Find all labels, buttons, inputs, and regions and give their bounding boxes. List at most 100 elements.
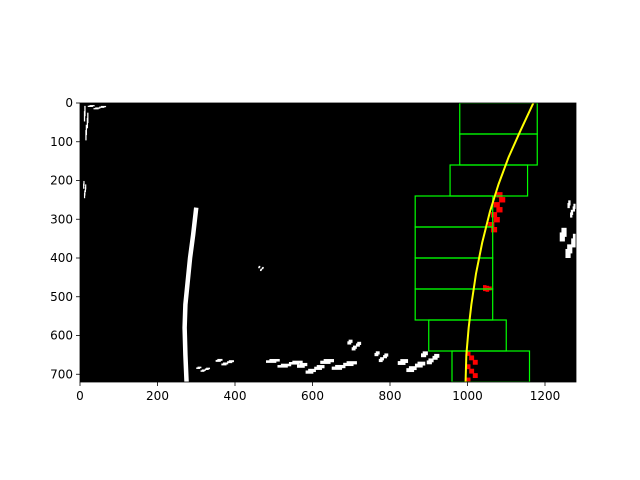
noise-dot: [570, 209, 574, 215]
noise-dot: [86, 117, 89, 129]
noise-dot: [83, 180, 85, 187]
lane-pixel: [469, 355, 475, 361]
noise-dot: [408, 366, 417, 371]
lane-pixel: [472, 359, 478, 365]
lane-pixel: [488, 286, 492, 289]
noise-speck-3: [559, 227, 576, 259]
noise-dot: [400, 359, 409, 363]
lane-pixel: [465, 377, 471, 382]
axes: 0 200 400 600 800 1000 1200 0 100 200 300 400 500 600…: [50, 96, 577, 403]
noise-dot: [269, 358, 280, 362]
noise-dot: [83, 183, 85, 189]
lane-pixel: [488, 222, 495, 228]
noise-dot: [84, 190, 86, 196]
noise-dot: [352, 345, 357, 349]
noise-dot: [421, 353, 427, 358]
noise-speck-9: [266, 358, 303, 368]
noise-dot: [559, 232, 565, 242]
noise-dot: [85, 124, 88, 136]
noise-dot: [314, 366, 322, 370]
noise-dot: [204, 368, 209, 371]
noise-dot: [355, 343, 360, 347]
noise-dot: [99, 106, 105, 108]
noise-dot: [383, 355, 387, 359]
noise-speck-6: [374, 351, 389, 363]
noise-dot: [93, 108, 99, 110]
noise-dot: [406, 368, 415, 373]
lane-pixel: [485, 285, 490, 288]
noise-dot: [260, 268, 263, 271]
noise-dot: [375, 351, 380, 355]
noise-dot: [320, 360, 331, 364]
noise-dot: [351, 347, 356, 351]
noise-dot: [83, 111, 86, 122]
noise-dot: [100, 105, 107, 108]
lane-pixel: [485, 289, 490, 292]
noise-dot: [374, 352, 379, 357]
noise-dot: [380, 357, 384, 361]
noise-dot: [343, 362, 354, 367]
noise-dot: [277, 365, 288, 368]
noise-dot: [571, 238, 576, 248]
lane-pixel: [493, 217, 500, 223]
noise-speck-1: [87, 105, 107, 110]
lane-pixel: [496, 207, 503, 213]
plot-area: [80, 103, 576, 382]
noise-dot: [292, 360, 303, 364]
noise-dot: [299, 362, 308, 367]
noise-speck-4: [567, 200, 576, 218]
noise-dot: [357, 341, 362, 346]
noise-dot: [258, 265, 261, 268]
noise-dot: [262, 266, 264, 269]
noise-speck-7: [397, 359, 426, 373]
noise-dot: [422, 351, 428, 356]
noise-dot: [565, 248, 571, 259]
x-tick-label: 600: [301, 389, 324, 403]
noise-dot: [227, 361, 233, 364]
noise-dot: [95, 107, 101, 109]
y-tick-label: 200: [50, 174, 73, 188]
lane-pixel: [499, 197, 506, 203]
y-tick-label: 600: [50, 329, 73, 343]
image-background: [80, 103, 576, 382]
noise-dot: [572, 206, 575, 212]
x-tick-label: 1200: [530, 389, 561, 403]
noise-dot: [570, 212, 573, 218]
noise-dot: [432, 355, 438, 360]
noise-dot: [568, 200, 571, 206]
noise-dot: [573, 203, 576, 209]
noise-dot: [206, 367, 211, 370]
noise-dot: [335, 364, 346, 369]
noise-dot: [417, 361, 426, 366]
lane-pixel: [490, 212, 498, 218]
noise-dot: [567, 202, 570, 209]
noise-speck-12: [215, 358, 234, 366]
noise-dot: [200, 370, 205, 372]
noise-speck-8: [421, 351, 440, 365]
noise-dot: [426, 360, 432, 365]
lane-pixel: [490, 227, 498, 233]
y-tick-label: 700: [50, 367, 73, 381]
lane-pixel: [493, 202, 500, 208]
x-tick-label: 800: [379, 389, 402, 403]
right-lane-cluster-1: [488, 192, 506, 233]
noise-speck-0: [83, 105, 89, 141]
noise-dot: [215, 359, 221, 362]
noise-speck-10: [297, 362, 325, 374]
lane-pixel: [465, 351, 471, 356]
noise-dot: [85, 130, 87, 141]
noise-dot: [84, 105, 86, 117]
noise-dot: [266, 360, 277, 363]
left-lane-pixels: [182, 207, 199, 382]
noise-speck-2: [83, 180, 87, 199]
lane-pixel: [496, 192, 503, 198]
noise-dot: [428, 358, 434, 363]
lane-pixel: [483, 287, 487, 290]
noise-dot: [221, 363, 227, 366]
noise-dot: [87, 112, 89, 124]
noise-dot: [572, 233, 576, 243]
noise-dot: [259, 269, 262, 272]
y-tick-label: 100: [50, 135, 73, 149]
noise-dot: [347, 341, 352, 345]
